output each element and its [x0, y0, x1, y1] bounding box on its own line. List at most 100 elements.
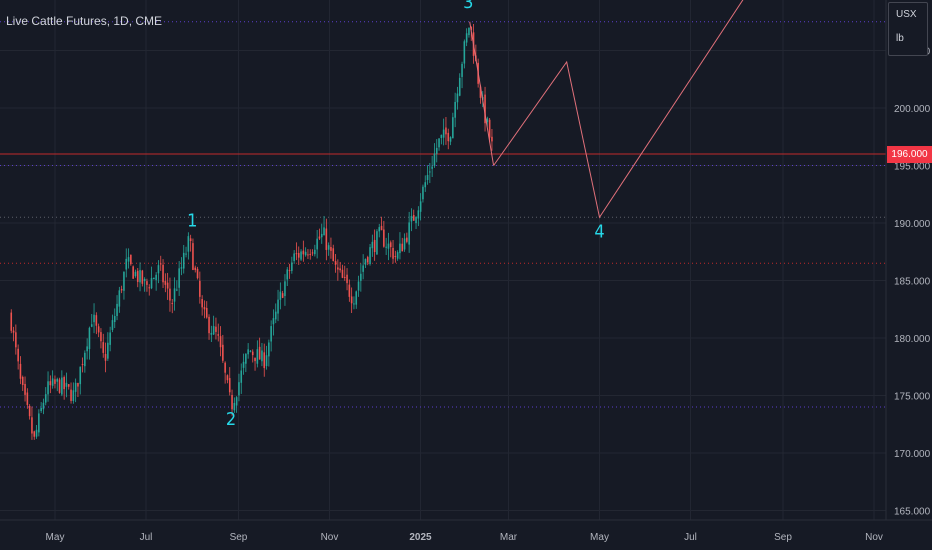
candle-up: [419, 201, 422, 212]
candle-down: [311, 252, 314, 254]
candle-down: [222, 344, 224, 361]
candle-up: [293, 253, 295, 261]
candle-down: [159, 263, 162, 265]
candle-up: [249, 350, 252, 352]
candle-up: [431, 166, 433, 169]
candle-down: [281, 293, 284, 298]
candle-up: [40, 407, 42, 412]
candle-down: [19, 363, 22, 379]
candle-up: [284, 281, 286, 297]
wave-label-2: 2: [226, 409, 236, 430]
candle-down: [136, 270, 139, 282]
time-axis-label: Sep: [774, 532, 792, 543]
candle-down: [263, 352, 266, 369]
candle-down: [15, 332, 17, 348]
candle-up: [417, 210, 420, 219]
candle-up: [111, 320, 114, 330]
candle-down: [104, 353, 107, 361]
candle-down: [348, 284, 351, 297]
candle-up: [210, 332, 213, 335]
candle-up: [93, 314, 95, 323]
candle-down: [199, 280, 201, 297]
currency-unit[interactable]: USX: [896, 9, 917, 20]
candle-up: [265, 355, 268, 367]
candle-up: [277, 299, 279, 314]
quantity-unit[interactable]: lb: [896, 33, 904, 44]
candle-up: [364, 259, 367, 265]
candle-down: [488, 119, 491, 138]
candle-down: [341, 269, 344, 278]
candle-up: [212, 326, 215, 335]
candle-up: [245, 353, 247, 364]
time-axis-label: 2025: [409, 532, 432, 543]
candle-down: [148, 287, 151, 289]
candle-down: [251, 351, 254, 356]
candle-down: [164, 280, 167, 285]
candle-down: [339, 268, 341, 271]
candle-up: [242, 361, 245, 368]
price-axis-label: 175.000: [894, 392, 931, 403]
candle-down: [224, 362, 226, 373]
candle-down: [130, 254, 132, 265]
candle-down: [24, 383, 26, 395]
candle-up: [327, 245, 330, 250]
candle-up: [357, 281, 360, 291]
candle-up: [353, 303, 355, 305]
candle-up: [74, 382, 77, 392]
candle-up: [463, 41, 466, 64]
candle-up: [47, 381, 49, 395]
candle-down: [49, 381, 52, 386]
candle-down: [383, 229, 385, 247]
candle-up: [279, 291, 282, 300]
candle-up: [240, 370, 243, 383]
candle-up: [442, 129, 445, 138]
price-axis-label: 185.000: [894, 277, 931, 288]
candle-down: [350, 296, 353, 304]
candle-up: [468, 27, 470, 36]
candle-down: [337, 267, 339, 270]
candle-up: [235, 397, 238, 406]
candle-up: [376, 231, 378, 255]
candle-down: [484, 94, 486, 124]
candle-up: [51, 378, 54, 386]
candle-up: [424, 182, 427, 188]
candle-up: [378, 227, 381, 232]
chart-title: Live Cattle Futures, 1D, CME: [6, 14, 163, 28]
candle-down: [412, 215, 415, 221]
candle-down: [389, 242, 392, 248]
candle-up: [316, 238, 318, 250]
candle-up: [286, 269, 289, 280]
candle-up: [56, 378, 59, 382]
candle-up: [256, 349, 259, 364]
candle-down: [33, 431, 36, 437]
candle-down: [171, 302, 174, 304]
candle-up: [387, 243, 390, 249]
candle-down: [120, 289, 123, 291]
time-axis-label: Nov: [865, 532, 883, 543]
candle-down: [330, 247, 332, 251]
candle-down: [132, 266, 134, 279]
candle-down: [166, 282, 169, 289]
candle-down: [208, 316, 210, 334]
candle-down: [81, 363, 84, 365]
time-axis-label: May: [46, 532, 65, 543]
candle-up: [247, 349, 249, 355]
candle-down: [28, 405, 31, 417]
candle-down: [318, 236, 321, 239]
wave-label-3: 3: [463, 0, 473, 13]
time-axis-label: Nov: [321, 532, 339, 543]
unit-selector[interactable]: USX lb: [888, 2, 928, 56]
candle-down: [325, 228, 328, 250]
candle-down: [309, 253, 312, 255]
time-axis[interactable]: May Jul Sep Nov 2025 Mar May Jul Sep Nov: [46, 532, 883, 543]
candle-up: [157, 265, 160, 274]
candle-down: [70, 389, 72, 401]
candle-down: [26, 392, 29, 405]
candle-down: [189, 238, 192, 242]
wave-label-1: 1: [187, 210, 197, 231]
candle-down: [334, 261, 337, 265]
candle-down: [205, 307, 208, 318]
candle-down: [192, 243, 194, 270]
